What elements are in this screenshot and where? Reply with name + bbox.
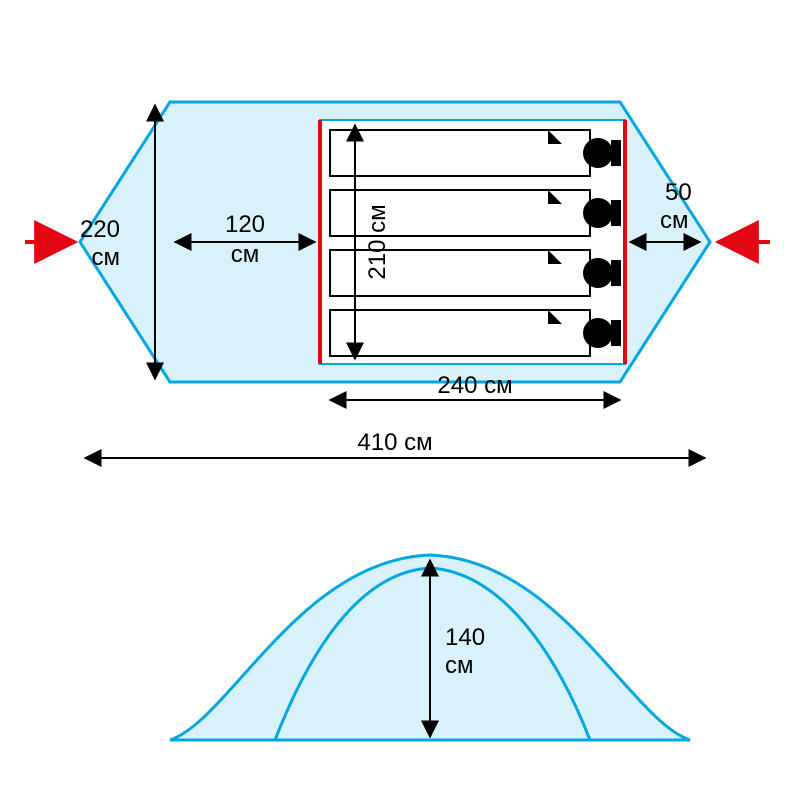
dim-410-label: 410 см <box>357 429 432 456</box>
sleeper-4 <box>330 310 621 356</box>
dim-50-unit: см <box>660 207 689 234</box>
dim-140-unit: см <box>445 652 474 679</box>
tent-diagram: 220 см 120 см 210 см 240 см 50 см 410 см <box>0 0 800 800</box>
side-profile: 140 см <box>170 555 690 740</box>
dim-50-value: 50 <box>665 179 692 206</box>
dim-240-label: 240 см <box>437 372 512 399</box>
dim-210-label: 210 см <box>364 204 391 279</box>
dim-220-value: 220 <box>80 216 120 243</box>
dim-220-unit: см <box>92 244 121 271</box>
dim-120-unit: см <box>231 241 260 268</box>
sleeper-1 <box>330 130 621 176</box>
floor-plan: 220 см 120 см 210 см 240 см 50 см 410 см <box>25 102 770 458</box>
dim-140-value: 140 <box>445 624 485 651</box>
dim-120-value: 120 <box>225 211 265 238</box>
